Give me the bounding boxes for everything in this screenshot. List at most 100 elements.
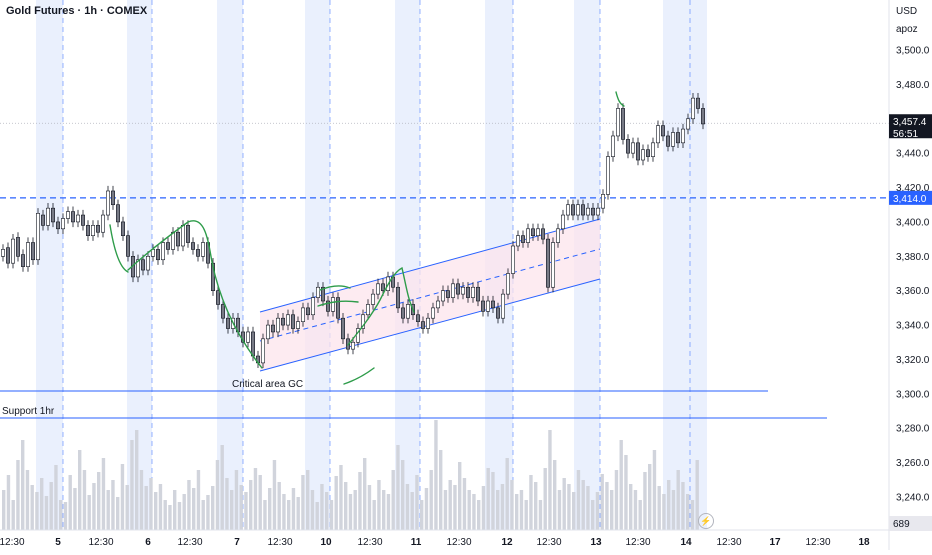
time-tick-label: 12:30 [357, 537, 382, 548]
volume-bar [467, 490, 471, 530]
candle-body [20, 254, 25, 267]
candle-body [25, 242, 30, 267]
candle-body [560, 214, 565, 230]
volume-bar [35, 492, 39, 530]
candle-body [166, 242, 171, 250]
volume-bar [310, 490, 315, 530]
drawing-stroke[interactable] [347, 266, 415, 346]
level-badge-text: 3,414.0 [893, 194, 927, 205]
candle-body [460, 286, 465, 295]
volume-bar [424, 488, 429, 530]
time-tick-label: 6 [145, 537, 151, 548]
volume-bar [595, 492, 600, 530]
candle-body [86, 225, 91, 236]
drawing-stroke[interactable] [343, 367, 375, 385]
volume-bar [543, 468, 547, 530]
candle-body [305, 307, 310, 316]
volume-bar [553, 460, 557, 530]
volume-bar [11, 500, 15, 530]
volume-bar [63, 502, 68, 530]
drawing-stroke[interactable] [109, 224, 129, 273]
volume-bar [372, 500, 376, 530]
volume-bar [439, 450, 443, 530]
level-badge-bg [889, 190, 932, 205]
volume-bar [201, 500, 205, 530]
volume-bar [382, 490, 386, 530]
candle-body [40, 214, 45, 226]
volume-bar [429, 470, 433, 530]
volume-bar [135, 430, 139, 530]
drawing-stroke[interactable] [319, 285, 351, 291]
lightning-icon[interactable]: ⚡ [698, 513, 714, 529]
drawing-stroke[interactable] [317, 300, 359, 307]
drawing-stroke[interactable] [127, 220, 263, 369]
volume-bar [206, 495, 210, 530]
volume-bar [163, 500, 167, 530]
candle-body [420, 321, 425, 329]
volume-bar [391, 470, 395, 530]
time-tick-label: 17 [769, 537, 781, 548]
price-tick-label: 3,320.0 [896, 355, 930, 366]
candle-body [201, 242, 206, 257]
candle-body [510, 245, 515, 274]
candle-body [106, 190, 111, 216]
time-tick-label: 14 [680, 537, 692, 548]
drawing-stroke[interactable] [615, 91, 625, 107]
volume-bar [420, 500, 424, 530]
volume-bar [196, 470, 201, 530]
time-tick-label: 12:30 [805, 537, 830, 548]
volume-bar [629, 484, 633, 530]
volume-bar [87, 495, 91, 530]
volume-bar [97, 472, 101, 530]
candle-body [665, 135, 670, 147]
volume-bar [68, 475, 72, 530]
candle-body [435, 300, 440, 309]
candle-body [251, 331, 256, 357]
candle-body [640, 149, 645, 161]
candle-body [375, 283, 380, 295]
currency-label[interactable]: USD [896, 6, 918, 17]
volume-bar [139, 470, 144, 530]
volume-bar [334, 476, 338, 530]
candle-body [320, 286, 325, 302]
candle-body [335, 297, 340, 319]
volume-bar [268, 488, 272, 530]
price-tick-label: 3,440.0 [896, 149, 930, 160]
volume-bar [49, 482, 53, 530]
candle-body [495, 307, 500, 319]
volume-bar [538, 500, 543, 530]
volume-bar [624, 455, 628, 530]
volume-bar [78, 450, 82, 530]
volume-bar [496, 490, 500, 530]
candle-body [111, 190, 116, 206]
volume-bar [25, 470, 30, 530]
candle-body [430, 307, 435, 319]
candle-body [35, 213, 40, 261]
time-tick-label: 10 [320, 537, 332, 548]
channel-lower[interactable] [259, 278, 601, 372]
volume-bar [591, 500, 595, 530]
candle-body [6, 247, 11, 264]
candle-body [440, 290, 445, 302]
volume-bar [106, 490, 110, 530]
candle-body [635, 142, 640, 161]
volume-bar [306, 470, 310, 530]
candle-body [161, 242, 166, 261]
volume-bar [230, 490, 234, 530]
candle-body [91, 225, 96, 236]
time-tick-label: 18 [858, 537, 870, 548]
candle-body [60, 218, 65, 230]
candle-body [630, 142, 635, 154]
volume-bar [515, 494, 519, 530]
volume-bar [21, 440, 25, 530]
volume-bar [500, 484, 505, 530]
volume-bar [239, 485, 243, 530]
volume-bar [614, 470, 619, 530]
candle-body [71, 211, 76, 223]
volume-badge-bg [889, 516, 932, 531]
volume-bar [325, 492, 329, 530]
candle-body [395, 286, 400, 309]
candle-body [186, 225, 191, 243]
